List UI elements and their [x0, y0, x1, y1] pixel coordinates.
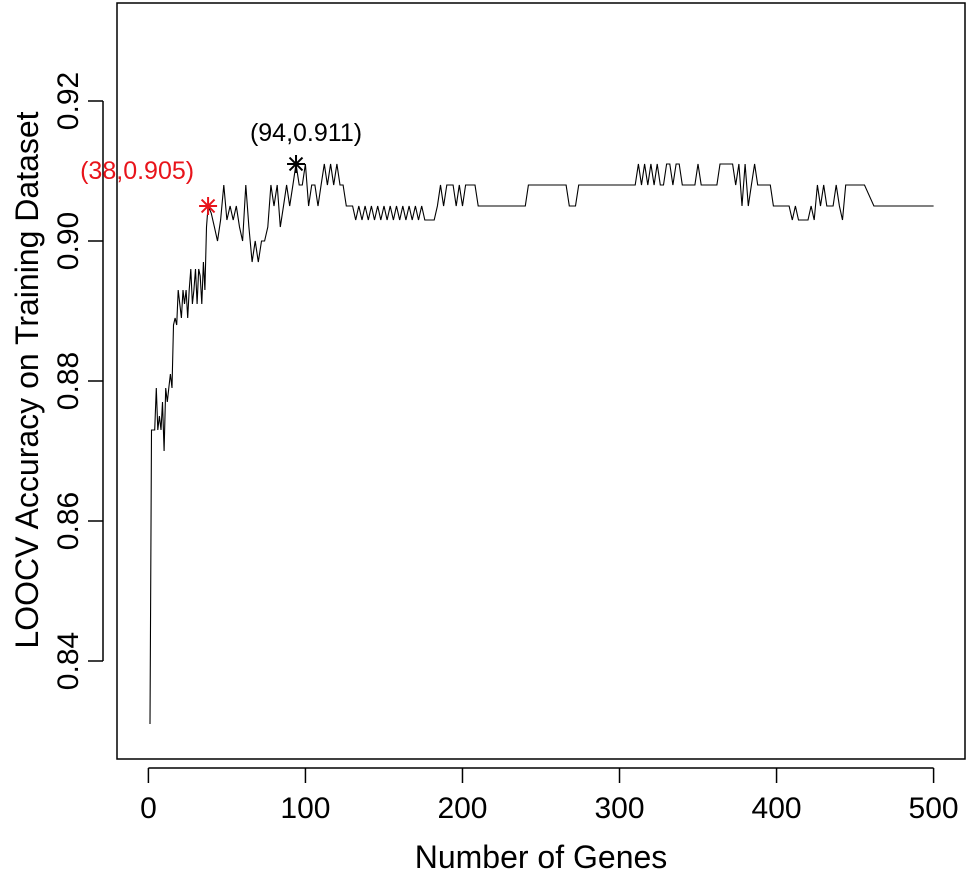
y-axis-title: LOOCV Accuracy on Training Dataset	[9, 111, 45, 648]
y-tick-label: 0.88	[52, 352, 85, 410]
y-axis: 0.84 0.86 0.88 0.90 0.92	[52, 72, 104, 690]
series-layer	[149, 163, 934, 725]
x-axis: 0 100 200 300 400 500	[140, 767, 959, 825]
annotation-label-1: (94,0.911)	[250, 119, 362, 147]
annotation-layer: (38,0.905) (94,0.911)	[80, 119, 362, 215]
x-tick-label: 300	[594, 792, 644, 825]
annotation-label-0: (38,0.905)	[80, 157, 194, 185]
y-tick-label: 0.84	[52, 632, 85, 690]
x-axis-title: Number of Genes	[415, 839, 668, 875]
plot-frame	[116, 2, 966, 760]
y-tick-label: 0.86	[52, 492, 85, 550]
x-tick-label: 0	[140, 792, 157, 825]
x-tick-label: 500	[909, 792, 959, 825]
accuracy-series-line	[149, 163, 934, 725]
annotation-marker-1-asterisk-icon	[287, 155, 306, 173]
x-tick-label: 100	[280, 792, 330, 825]
x-tick-label: 200	[437, 792, 487, 825]
y-tick-label: 0.90	[52, 212, 85, 270]
annotation-marker-0-asterisk-icon	[199, 197, 218, 215]
y-tick-label: 0.92	[52, 72, 85, 130]
x-tick-label: 400	[752, 792, 802, 825]
